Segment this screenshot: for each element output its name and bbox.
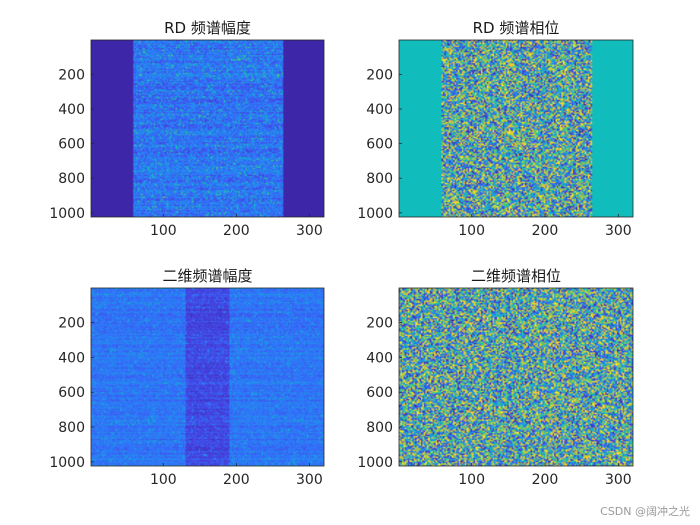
y-tick-label: 400 <box>58 102 85 118</box>
subplot-title: 二维频谱幅度 <box>162 267 252 285</box>
axes-frame <box>398 287 634 467</box>
axes-frame <box>398 39 634 218</box>
y-tick-label: 200 <box>58 316 85 332</box>
subplot-title: 二维频谱相位 <box>471 267 561 285</box>
x-tick-label: 100 <box>458 223 485 239</box>
y-tick-label: 600 <box>58 385 85 401</box>
y-tick-label: 600 <box>366 137 393 153</box>
heatmap-image <box>399 288 633 466</box>
heatmap-image <box>91 40 324 217</box>
x-tick-label: 100 <box>150 472 177 488</box>
y-tick-label: 400 <box>58 350 85 366</box>
y-tick-label: 800 <box>58 420 85 436</box>
x-tick-label: 100 <box>150 223 177 239</box>
y-tick-label: 400 <box>366 350 393 366</box>
x-tick-label: 100 <box>458 472 485 488</box>
x-tick-label: 200 <box>223 223 250 239</box>
x-tick-label: 200 <box>223 472 250 488</box>
y-tick-label: 800 <box>58 171 85 187</box>
x-tick-label: 300 <box>605 472 632 488</box>
subplot-2d-phase: 二维频谱相位 100 200 300 200 400 600 800 1000 <box>357 267 634 488</box>
y-tick-label: 800 <box>366 171 393 187</box>
subplot-rd-phase: RD 频谱相位 100 200 300 200 400 600 800 1000 <box>357 19 634 239</box>
y-tick-label: 200 <box>366 316 393 332</box>
y-tick-label: 600 <box>366 385 393 401</box>
y-tick-label: 200 <box>366 67 393 83</box>
y-tick-label: 400 <box>366 102 393 118</box>
y-tick-label: 1000 <box>357 206 393 222</box>
y-tick-label: 200 <box>58 67 85 83</box>
axes-frame <box>90 287 325 467</box>
y-tick-label: 600 <box>58 137 85 153</box>
heatmap-image <box>91 288 324 466</box>
subplot-2d-magnitude: 二维频谱幅度 100 200 300 200 400 600 800 1000 <box>49 267 325 488</box>
y-tick-label: 1000 <box>357 455 393 471</box>
heatmap-image <box>399 40 633 217</box>
x-tick-label: 200 <box>532 472 559 488</box>
x-tick-label: 300 <box>605 223 632 239</box>
subplot-title: RD 频谱幅度 <box>164 19 251 37</box>
x-tick-label: 200 <box>532 223 559 239</box>
watermark: CSDN @阔冲之光 <box>600 504 690 518</box>
subplot-title: RD 频谱相位 <box>473 19 560 37</box>
subplot-rd-magnitude: RD 频谱幅度 100 200 300 200 400 600 800 1000 <box>49 19 325 239</box>
x-tick-label: 300 <box>296 223 323 239</box>
y-tick-label: 1000 <box>49 455 85 471</box>
y-tick-label: 1000 <box>49 206 85 222</box>
x-tick-label: 300 <box>296 472 323 488</box>
axes-frame <box>90 39 325 218</box>
y-tick-label: 800 <box>366 420 393 436</box>
